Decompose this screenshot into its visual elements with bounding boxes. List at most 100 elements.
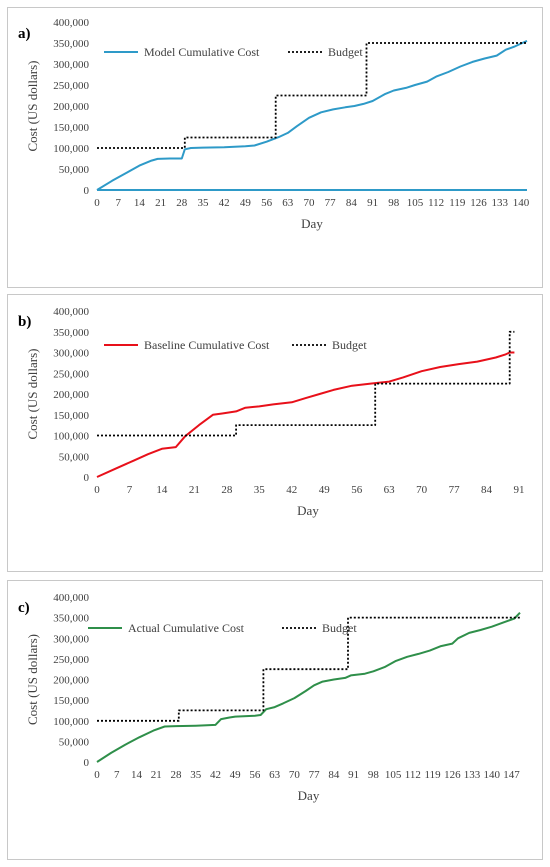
y-tick-label: 200,000 <box>53 389 89 401</box>
x-tick-label: 119 <box>425 769 442 781</box>
x-tick-label: 105 <box>385 769 402 781</box>
panel-label: b) <box>18 314 31 330</box>
series-line-budget <box>97 330 515 437</box>
x-tick-label: 126 <box>444 769 461 781</box>
x-tick-label: 42 <box>210 769 221 781</box>
x-tick-label: 49 <box>319 484 331 496</box>
x-tick-label: 84 <box>481 484 493 496</box>
series-line-model-cumulative-cost <box>96 39 528 191</box>
x-tick-label: 140 <box>513 197 530 209</box>
y-tick-label: 300,000 <box>53 348 89 360</box>
legend-label: Budget <box>322 621 357 635</box>
x-tick-label: 14 <box>131 769 143 781</box>
y-axis-label: Cost (US dollars) <box>25 61 40 152</box>
y-axis-label: Cost (US dollars) <box>25 634 40 725</box>
y-tick-label: 150,000 <box>53 695 89 707</box>
x-tick-label: 70 <box>289 769 301 781</box>
y-tick-label: 300,000 <box>53 633 89 645</box>
x-tick-label: 63 <box>269 769 281 781</box>
y-tick-label: 50,000 <box>59 736 90 748</box>
x-tick-label: 21 <box>155 197 166 209</box>
x-tick-label: 133 <box>464 769 481 781</box>
x-tick-label: 112 <box>428 197 444 209</box>
chart-panel-3: c) 0 50,000 100,000 150,000 200,000 250,000 300… <box>7 580 543 860</box>
x-tick-label: 0 <box>94 769 100 781</box>
x-tick-label: 7 <box>114 769 120 781</box>
x-tick-label: 119 <box>449 197 466 209</box>
legend-label: Model Cumulative Cost <box>144 45 260 59</box>
legend-label: Budget <box>328 45 363 59</box>
x-tick-label: 49 <box>240 197 252 209</box>
x-axis-label: Day <box>298 788 320 803</box>
y-tick-label: 100,000 <box>53 431 89 443</box>
series-line-actual-cumulative-cost <box>96 612 521 763</box>
x-tick-label: 91 <box>348 769 359 781</box>
x-axis-label: Day <box>297 503 319 518</box>
y-tick-label: 0 <box>84 757 90 769</box>
series-line-baseline-cumulative-cost <box>96 351 515 478</box>
x-tick-label: 84 <box>346 197 358 209</box>
y-tick-label: 200,000 <box>53 101 89 113</box>
x-tick-label: 77 <box>449 484 461 496</box>
x-tick-label: 0 <box>94 197 100 209</box>
y-tick-label: 400,000 <box>53 306 89 318</box>
x-tick-label: 70 <box>303 197 315 209</box>
x-tick-label: 28 <box>176 197 188 209</box>
y-axis-label: Cost (US dollars) <box>25 349 40 440</box>
panel-label: a) <box>18 26 31 42</box>
x-tick-label: 105 <box>407 197 424 209</box>
series-line-budget <box>97 42 527 149</box>
x-tick-label: 28 <box>170 769 182 781</box>
y-tick-label: 400,000 <box>53 17 89 29</box>
legend-label: Budget <box>332 338 367 352</box>
y-tick-label: 250,000 <box>53 654 89 666</box>
x-tick-label: 84 <box>328 769 340 781</box>
y-tick-label: 300,000 <box>53 59 89 71</box>
x-tick-label: 77 <box>309 769 321 781</box>
x-tick-label: 56 <box>249 769 261 781</box>
x-tick-label: 35 <box>197 197 209 209</box>
y-tick-label: 350,000 <box>53 613 89 625</box>
y-tick-label: 0 <box>84 185 90 197</box>
x-tick-label: 63 <box>384 484 396 496</box>
y-tick-label: 250,000 <box>53 368 89 380</box>
x-tick-label: 126 <box>470 197 487 209</box>
x-tick-label: 140 <box>484 769 501 781</box>
x-tick-label: 35 <box>254 484 266 496</box>
x-tick-label: 98 <box>368 769 380 781</box>
x-tick-label: 77 <box>325 197 337 209</box>
legend-label: Actual Cumulative Cost <box>128 621 245 635</box>
y-tick-label: 0 <box>84 472 90 484</box>
panel-frame <box>7 7 543 288</box>
y-tick-label: 100,000 <box>53 716 89 728</box>
chart-panel-2: b) 0 50,000 100,000 150,000 200,000 250,000 300… <box>7 294 543 572</box>
x-tick-label: 56 <box>351 484 363 496</box>
x-tick-label: 98 <box>388 197 400 209</box>
legend-label: Baseline Cumulative Cost <box>144 338 270 352</box>
x-tick-label: 21 <box>189 484 200 496</box>
y-tick-label: 50,000 <box>59 164 90 176</box>
x-tick-label: 7 <box>115 197 121 209</box>
x-tick-label: 63 <box>282 197 294 209</box>
x-tick-label: 14 <box>134 197 146 209</box>
x-tick-label: 0 <box>94 484 100 496</box>
x-tick-label: 133 <box>491 197 508 209</box>
y-tick-label: 100,000 <box>53 143 89 155</box>
series-line-budget <box>97 616 520 722</box>
x-tick-label: 49 <box>230 769 242 781</box>
x-tick-label: 91 <box>367 197 378 209</box>
x-tick-label: 70 <box>416 484 428 496</box>
y-tick-label: 350,000 <box>53 327 89 339</box>
x-tick-label: 56 <box>261 197 273 209</box>
x-tick-label: 147 <box>503 769 520 781</box>
y-tick-label: 250,000 <box>53 80 89 92</box>
y-tick-label: 50,000 <box>59 451 90 463</box>
x-tick-label: 21 <box>151 769 162 781</box>
x-tick-label: 91 <box>514 484 525 496</box>
y-tick-label: 150,000 <box>53 410 89 422</box>
chart-panel-1: a) 0 50,000 100,000 150,000 200,000 250,000 300… <box>7 7 543 288</box>
x-axis-label: Day <box>301 216 323 231</box>
y-tick-label: 350,000 <box>53 38 89 50</box>
x-tick-label: 28 <box>221 484 233 496</box>
